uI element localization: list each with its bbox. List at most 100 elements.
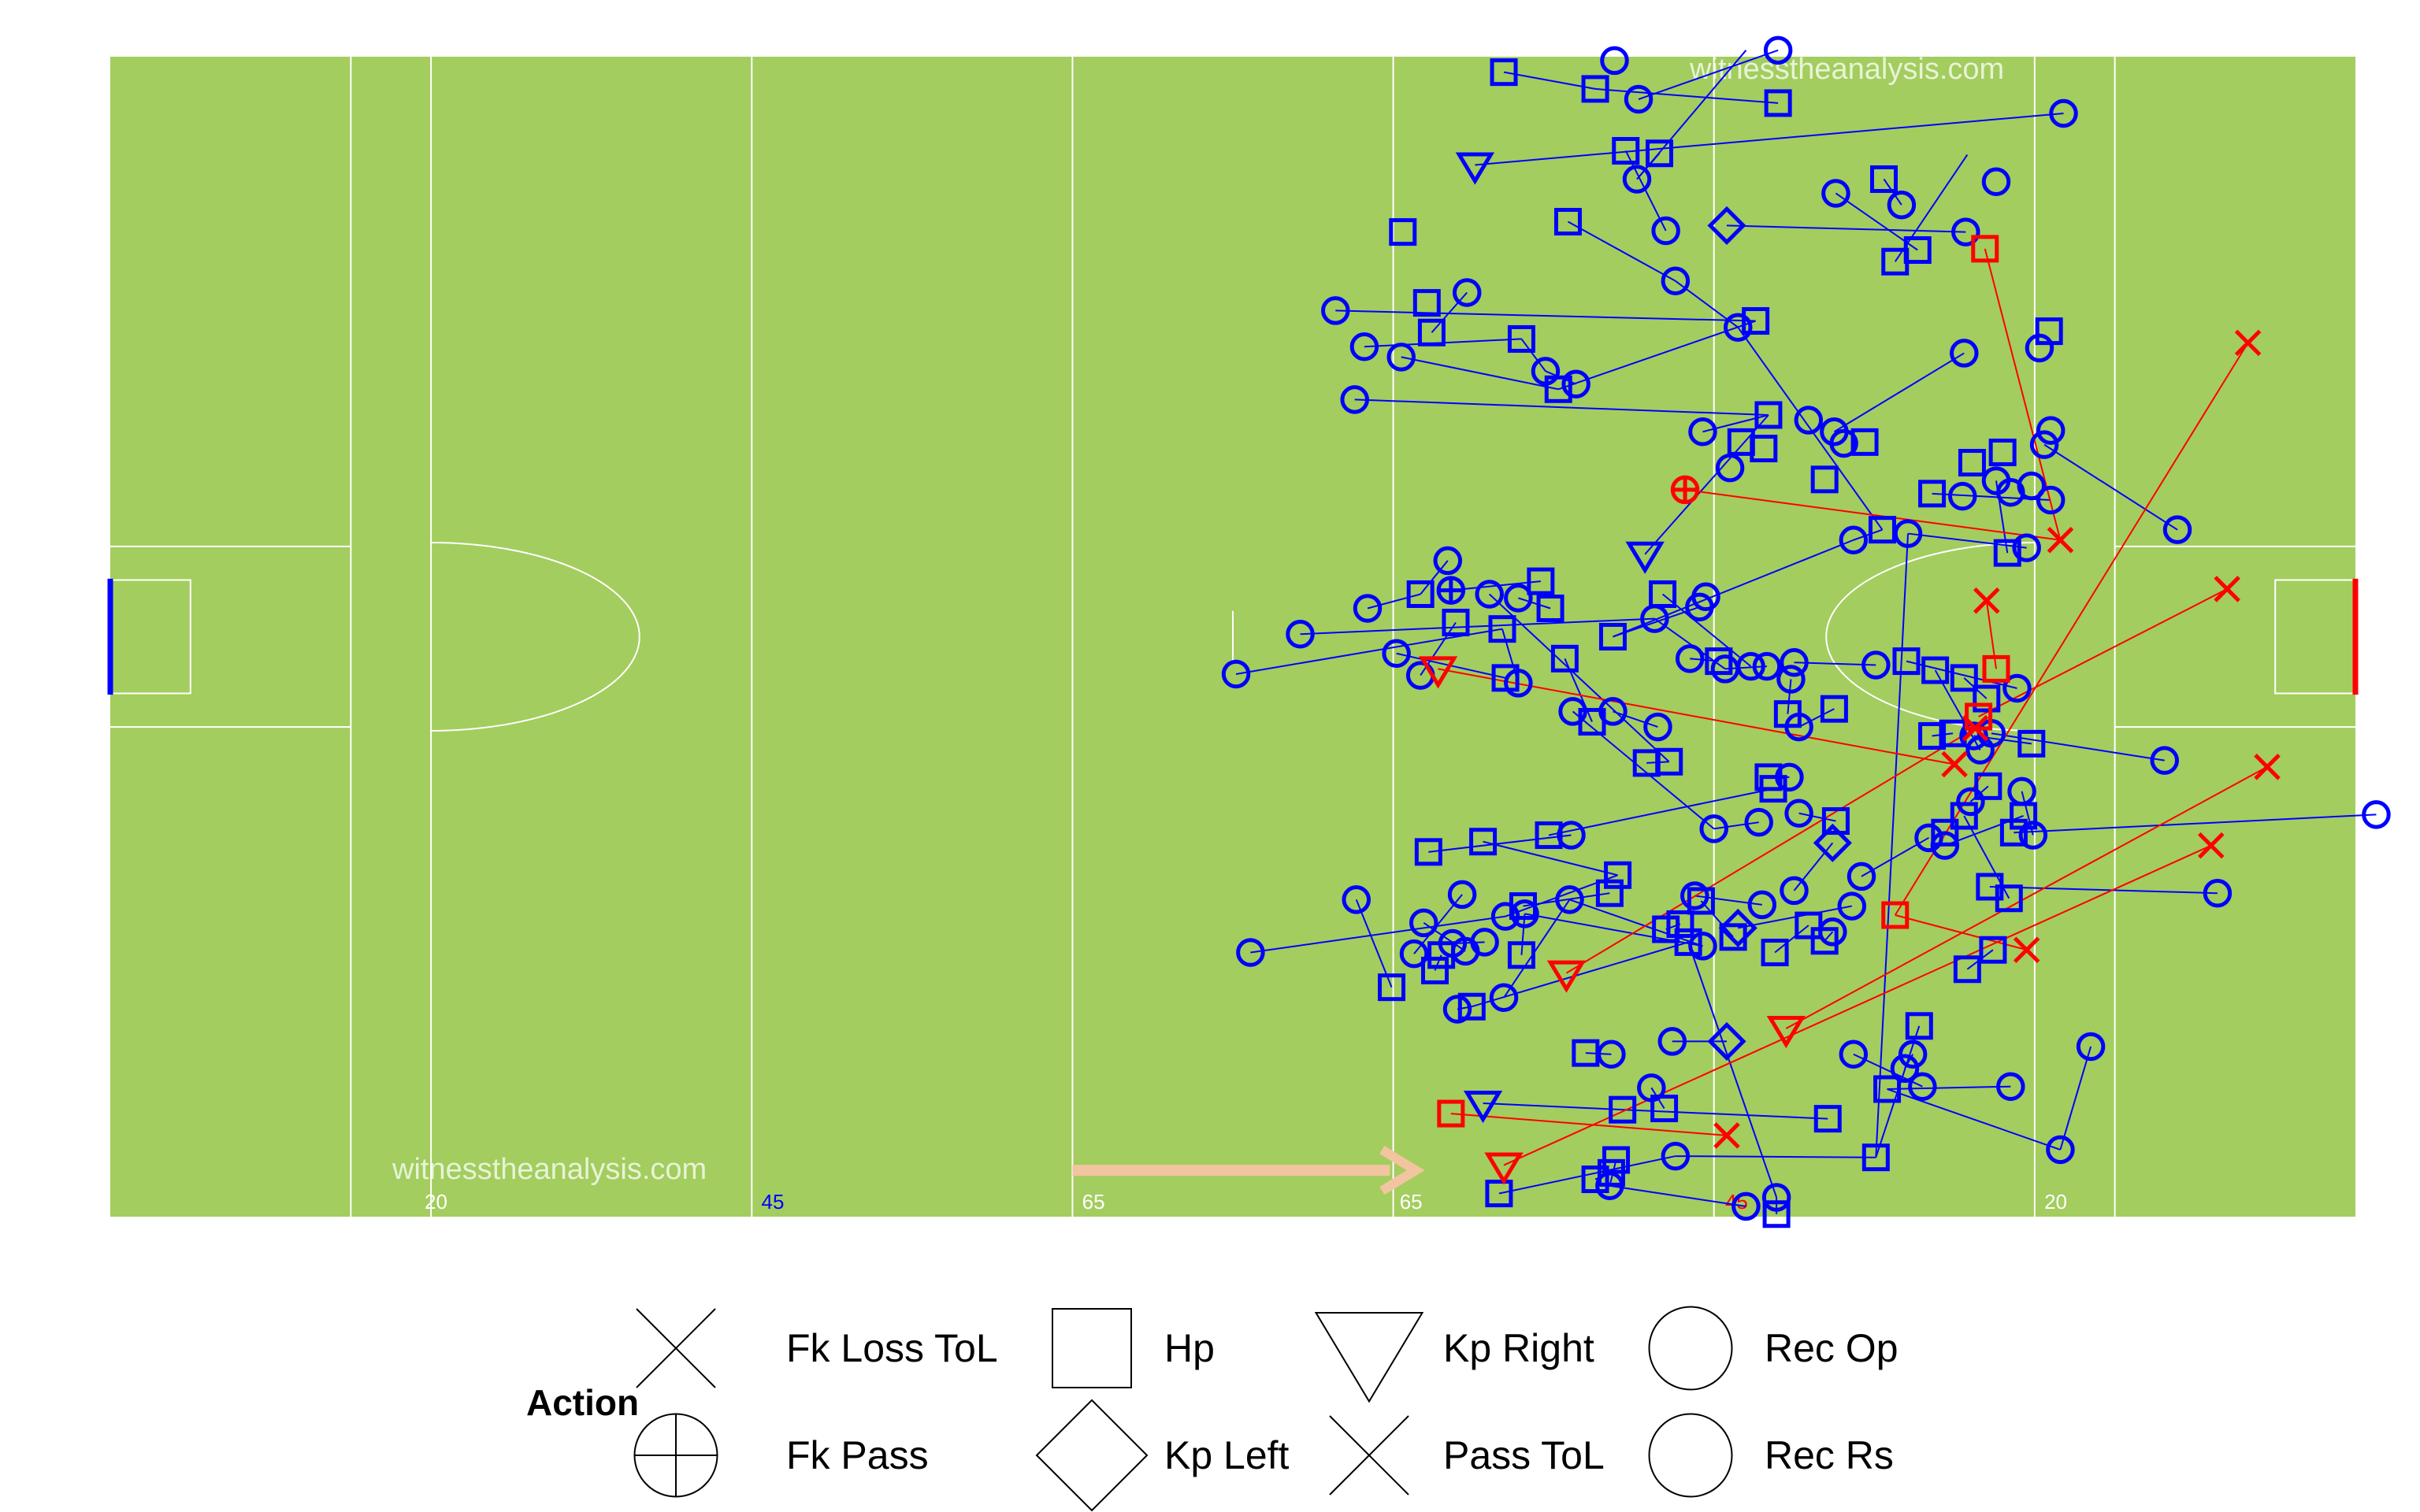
- opp-action-line: [1438, 668, 1955, 765]
- home-point: [1996, 1072, 2025, 1101]
- watermark-top: witnesstheanalysis.com: [1689, 53, 2004, 86]
- opp-point: [2047, 526, 2074, 554]
- legend-key: [1035, 1399, 1149, 1512]
- home-point: [1731, 1191, 1761, 1221]
- opp-point: [1546, 960, 1587, 993]
- home-point: [1657, 1027, 1687, 1056]
- home-point: [1813, 823, 1852, 862]
- home-point: [1598, 697, 1628, 726]
- home-action-line: [1235, 628, 1503, 675]
- direction-arrow-head: [1379, 1145, 1425, 1195]
- opp-point: [2234, 329, 2262, 357]
- home-point: [1406, 580, 1435, 608]
- home-point: [1837, 891, 1867, 921]
- home-point: [1914, 823, 1943, 853]
- opp-point: [1973, 587, 2000, 614]
- opp-action-line: [1984, 248, 2062, 541]
- home-point: [1908, 1072, 1937, 1101]
- home-point: [1558, 697, 1587, 726]
- home-action-line: [1503, 899, 1571, 999]
- home-point: [1839, 525, 1869, 554]
- large-rect-right: [2114, 545, 2355, 728]
- home-point: [1412, 289, 1441, 317]
- home-point: [1649, 580, 1677, 608]
- home-point: [1705, 647, 1733, 676]
- home-point: [1761, 1183, 1791, 1212]
- home-point: [1491, 664, 1520, 692]
- home-point: [1595, 1171, 1624, 1200]
- legend-key: [1648, 1413, 1733, 1498]
- home-point: [1553, 207, 1582, 235]
- home-action-line: [1774, 925, 1809, 954]
- home-action-line: [1420, 560, 1449, 595]
- home-point: [1544, 375, 1572, 403]
- home-action-line: [1520, 338, 1546, 372]
- arc-left: [431, 542, 640, 732]
- home-action-line: [1489, 593, 1670, 762]
- home-point: [1507, 941, 1535, 969]
- home-point: [1981, 466, 2011, 495]
- opp-point: [1418, 656, 1458, 689]
- home-point: [1421, 956, 1449, 984]
- home-point: [1438, 928, 1468, 958]
- home-action-line: [1355, 899, 1393, 988]
- home-point: [1555, 885, 1584, 914]
- home-point: [1661, 266, 1691, 296]
- opp-point: [2198, 832, 2225, 859]
- opp-action-line: [1565, 727, 1976, 974]
- home-point: [1965, 736, 1995, 765]
- home-point: [1861, 1143, 1890, 1172]
- home-point: [1810, 465, 1839, 494]
- home-point: [1956, 787, 1985, 817]
- home-action-line: [2059, 1046, 2092, 1151]
- home-point: [1724, 313, 1753, 342]
- home-action-line: [1638, 49, 1779, 100]
- home-action-line: [1609, 1184, 1746, 1207]
- home-point: [1761, 938, 1789, 966]
- home-point: [1221, 659, 1251, 689]
- opp-point: [1484, 1152, 1524, 1185]
- home-point: [1469, 828, 1498, 856]
- home-point: [1286, 619, 1315, 649]
- home-point: [1612, 136, 1640, 165]
- home-point: [1719, 923, 1747, 951]
- home-point: [1752, 651, 1782, 681]
- home-point: [1646, 139, 1673, 168]
- home-point: [1921, 656, 1950, 684]
- home-action-line: [1700, 900, 1734, 938]
- home-point: [1718, 908, 1757, 947]
- home-point: [1688, 417, 1717, 447]
- home-point: [1818, 917, 1847, 947]
- opp-point: [1766, 1016, 1806, 1049]
- home-point: [1417, 318, 1446, 346]
- home-point: [1399, 939, 1429, 969]
- home-point: [2049, 98, 2078, 128]
- home-point: [1973, 684, 2001, 713]
- legend-symbol: [1314, 1312, 1424, 1403]
- home-point: [2025, 333, 2054, 363]
- home-point: [1794, 406, 1824, 435]
- home-action-line: [1354, 398, 1769, 416]
- legend-symbol: [1648, 1306, 1733, 1391]
- yard-label: 65: [1400, 1190, 1423, 1214]
- home-point: [2036, 416, 2066, 445]
- home-action-line: [1300, 617, 1655, 636]
- home-action-line: [1472, 941, 1689, 1008]
- home-action-line: [1367, 593, 1421, 610]
- home-point: [1661, 1141, 1691, 1171]
- home-point: [1321, 296, 1350, 325]
- home-point: [1776, 665, 1806, 694]
- home-point: [1762, 1200, 1791, 1228]
- home-point: [1527, 567, 1555, 595]
- home-point: [1436, 576, 1466, 605]
- home-point: [1604, 861, 1632, 889]
- legend-label: Rec Op: [1765, 1326, 1899, 1370]
- home-point: [1640, 604, 1669, 633]
- home-point: [1680, 881, 1709, 910]
- home-action-line: [1887, 1085, 2011, 1090]
- home-action-line: [1798, 708, 1835, 728]
- home-point: [1754, 401, 1783, 429]
- home-point: [1447, 880, 1477, 910]
- home-action-line: [1787, 679, 1792, 714]
